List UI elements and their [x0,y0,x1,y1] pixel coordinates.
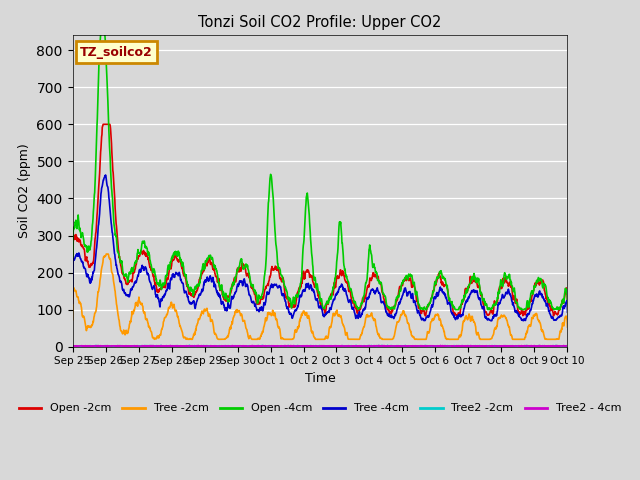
Y-axis label: Soil CO2 (ppm): Soil CO2 (ppm) [18,144,31,239]
X-axis label: Time: Time [305,372,335,385]
Legend: Open -2cm, Tree -2cm, Open -4cm, Tree -4cm, Tree2 -2cm, Tree2 - 4cm: Open -2cm, Tree -2cm, Open -4cm, Tree -4… [15,399,625,418]
Title: Tonzi Soil CO2 Profile: Upper CO2: Tonzi Soil CO2 Profile: Upper CO2 [198,15,442,30]
Text: TZ_soilco2: TZ_soilco2 [80,46,153,59]
